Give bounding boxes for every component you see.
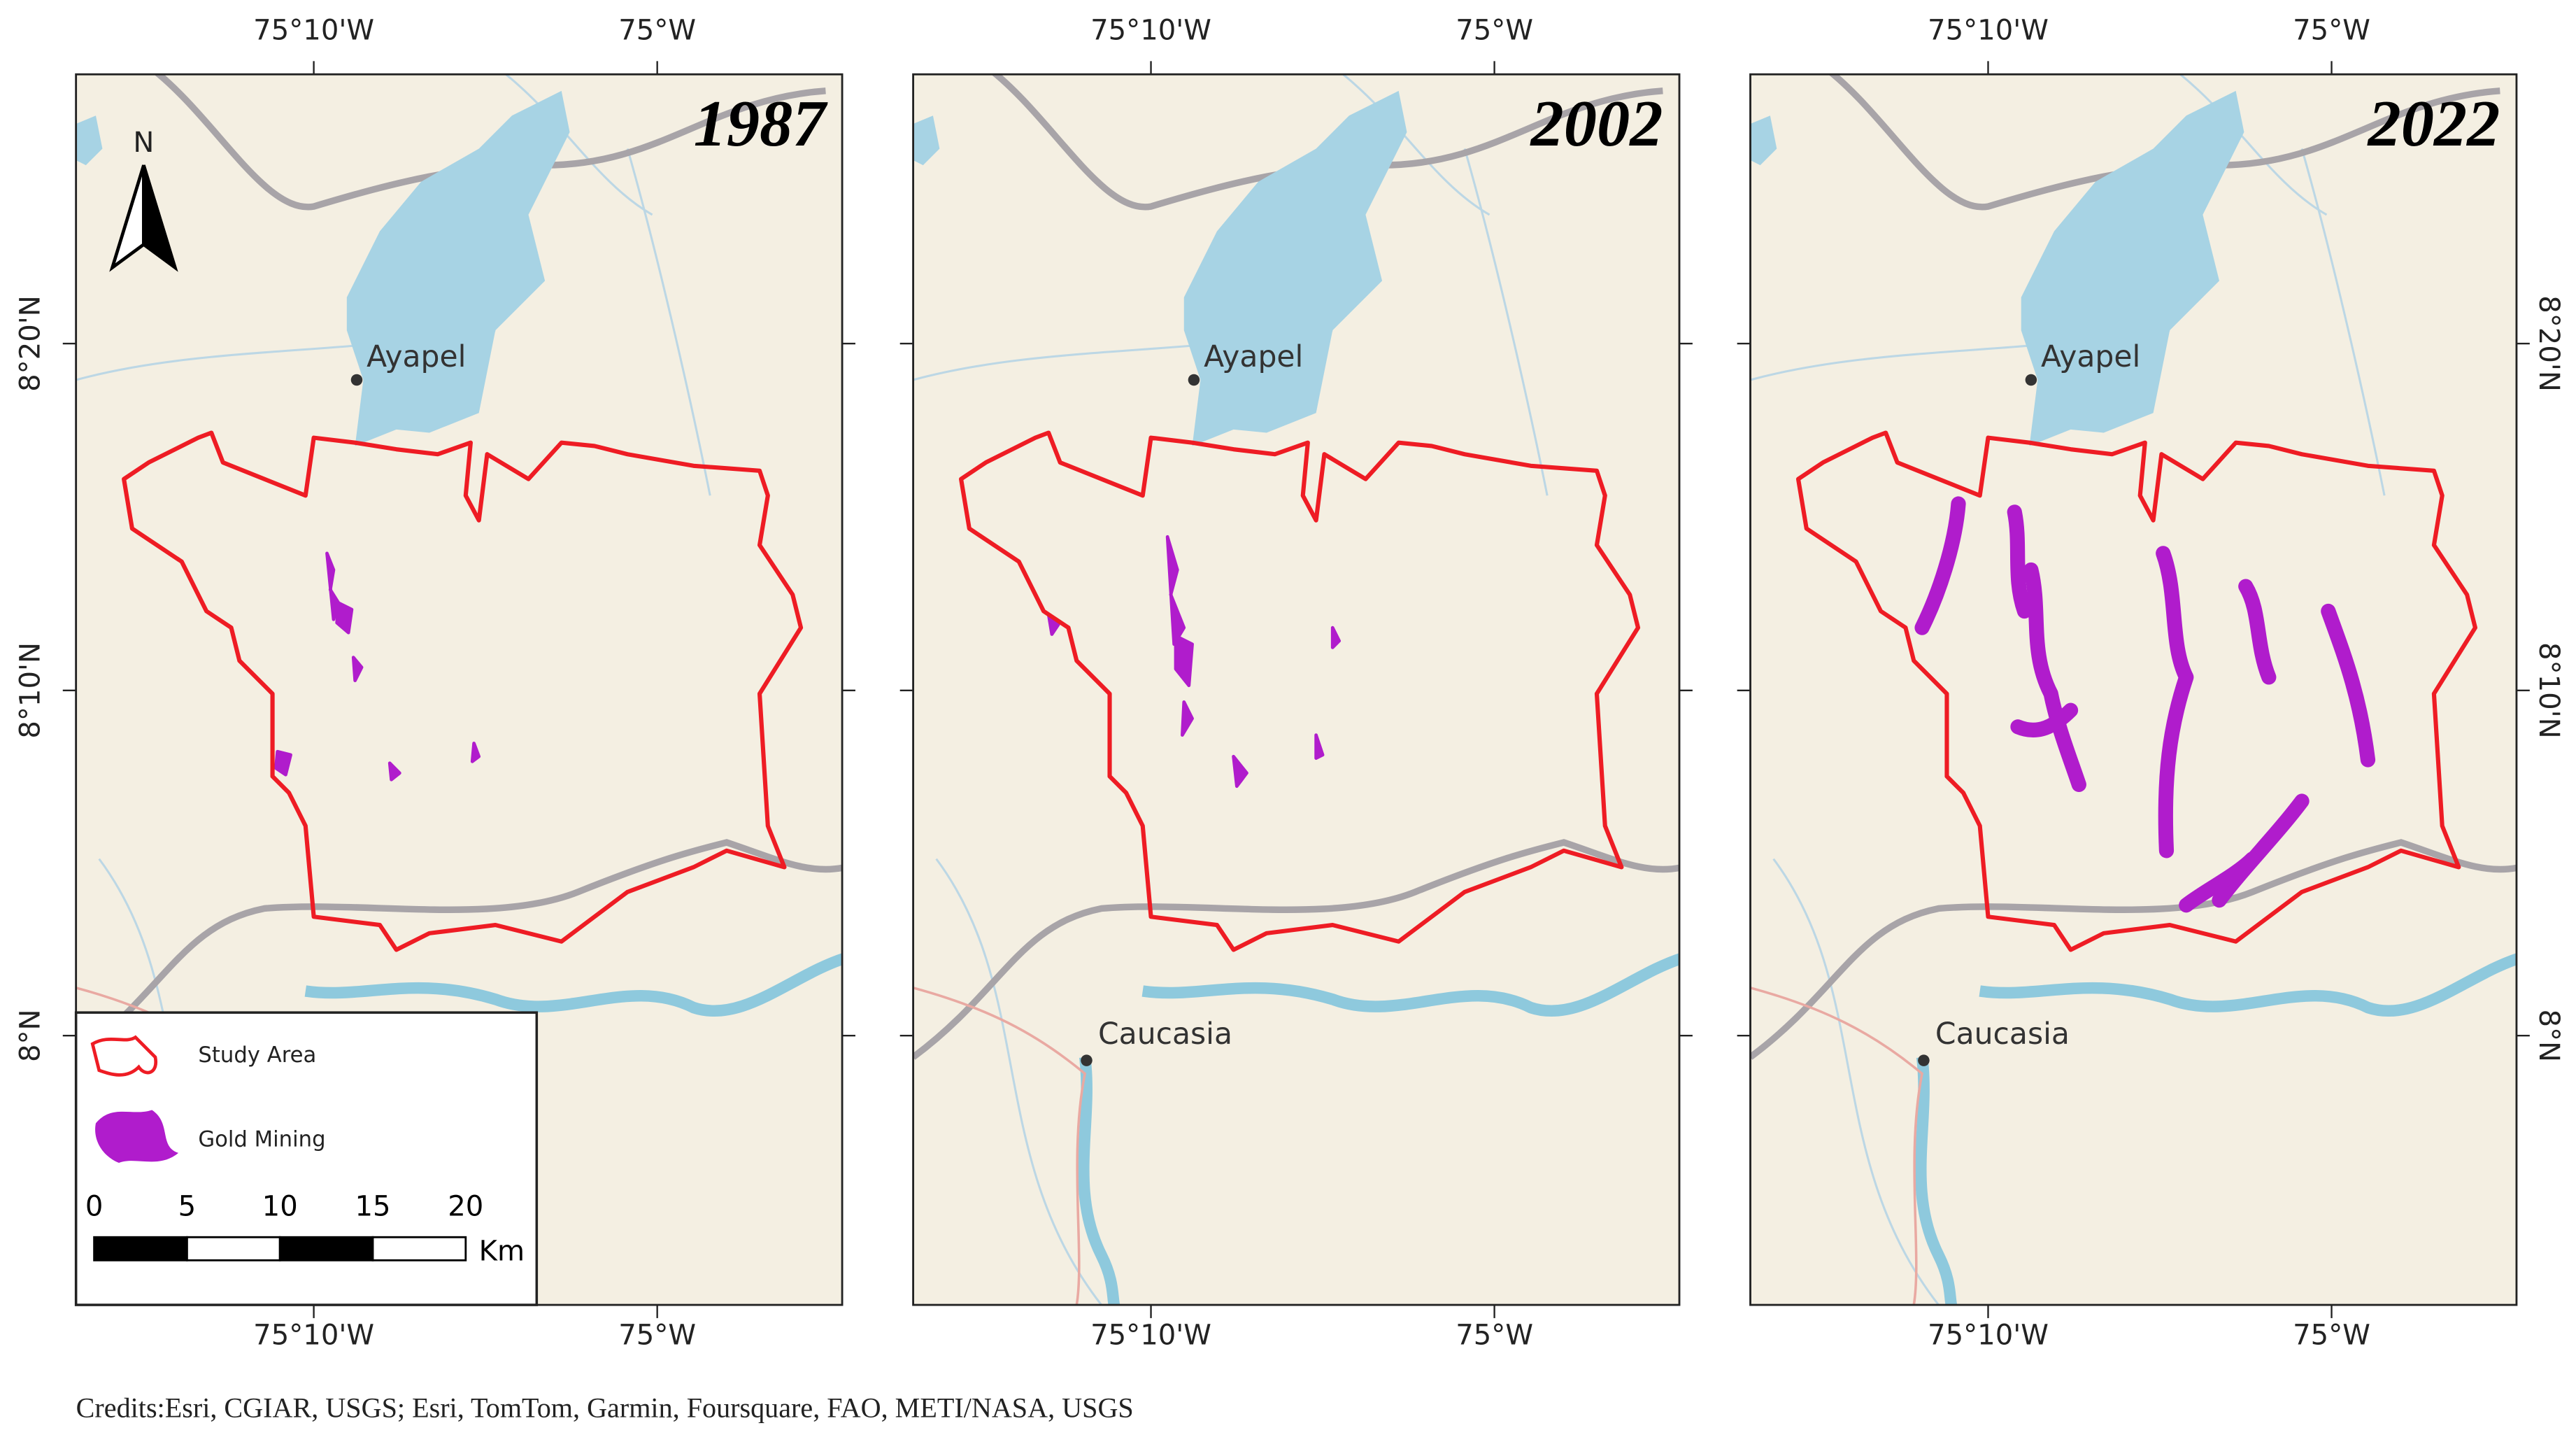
lon-label-top: 75°10'W <box>1928 15 2049 47</box>
place-label: Ayapel <box>367 340 466 374</box>
gold-mining-area <box>1174 634 1194 688</box>
lake <box>346 90 570 446</box>
study-area <box>122 430 804 952</box>
stream <box>913 74 1549 1306</box>
lake <box>1183 90 1407 446</box>
study-area <box>958 430 1641 952</box>
lake <box>2021 90 2244 446</box>
lat-label-right: 8°N <box>2533 1009 2565 1062</box>
scale-tick-label: 15 <box>355 1191 390 1223</box>
gold-mining-area <box>325 551 341 621</box>
north-arrow-right <box>142 164 178 272</box>
lon-label-top: 75°10'W <box>1090 15 1211 47</box>
place-label: Caucasia <box>1935 1017 2070 1052</box>
gold-mining-area <box>1181 700 1194 737</box>
gold-mining-area <box>2010 702 2079 737</box>
gold-mining-area <box>470 742 481 763</box>
lon-label-bottom: 75°W <box>1456 1320 1533 1352</box>
gold-mining-area <box>2007 504 2033 619</box>
gold-mining-area <box>2023 562 2086 793</box>
panel-content <box>913 74 1680 1306</box>
lat-label-right: 8°20'N <box>2533 295 2565 392</box>
gold-mining-area <box>2156 546 2194 858</box>
map-panel: Ayapel Caucasia 2002 75°10'W 75°10'W 75°W 75°W <box>899 15 1693 1352</box>
river <box>1078 953 1680 1306</box>
scale-segment <box>371 1236 467 1261</box>
legend-label: Gold Mining <box>198 1127 325 1152</box>
stream <box>76 74 711 1306</box>
lon-label-top: 75°W <box>1456 15 1533 47</box>
gold-mining-area <box>2179 851 2260 913</box>
lon-label-bottom: 75°10'W <box>1928 1320 2049 1352</box>
place-dot <box>350 374 363 386</box>
panel-year: 1987 <box>694 87 829 160</box>
scale-tick-label: 5 <box>178 1191 197 1223</box>
scale-segment <box>186 1236 281 1261</box>
place-dot <box>1188 374 1200 386</box>
gold-mining-area <box>335 601 354 635</box>
place-label: Caucasia <box>1098 1017 1232 1052</box>
place-label: Ayapel <box>1204 340 1303 374</box>
lon-label-bottom: 75°W <box>2293 1320 2370 1352</box>
map-panel: Ayapel Caucasia 2022 75°10'W 75°10'W 75°W 75°W… <box>1737 15 2565 1352</box>
gold-mining-area <box>2238 579 2277 685</box>
panel-content <box>1750 74 2517 1306</box>
scale-unit: Km <box>479 1235 525 1267</box>
scale-tick-label: 20 <box>448 1191 483 1223</box>
road <box>1750 987 1923 1306</box>
gold-mining-area <box>2212 793 2310 908</box>
lon-label-bottom: 75°W <box>618 1320 696 1352</box>
place-label: Ayapel <box>2041 340 2140 374</box>
lon-label-bottom: 75°10'W <box>253 1320 374 1352</box>
study-area <box>1795 430 2478 952</box>
credits: Credits:Esri, CGIAR, USGS; Esri, TomTom,… <box>76 1392 1134 1424</box>
gold-mining-area <box>351 656 364 683</box>
lat-label-left: 8°10'N <box>15 642 47 739</box>
lon-label-top: 75°10'W <box>253 15 374 47</box>
gold-mining-area <box>1914 496 1966 635</box>
place-dot <box>1081 1054 1093 1066</box>
gold-mining-area <box>273 749 292 777</box>
scale-tick-label: 0 <box>85 1191 104 1223</box>
lon-label-top: 75°W <box>618 15 696 47</box>
lat-label-left: 8°N <box>15 1009 47 1062</box>
panel-year: 2002 <box>1530 87 1663 160</box>
scale-tick-label: 10 <box>262 1191 298 1223</box>
lake-small <box>913 115 940 166</box>
scale-segment <box>278 1236 374 1261</box>
stream <box>1750 74 2386 1306</box>
lon-label-top: 75°W <box>2293 15 2370 47</box>
legend-label: Study Area <box>198 1043 316 1068</box>
place-dot <box>2025 374 2037 386</box>
gold-mining-area <box>1330 625 1342 649</box>
lon-label-bottom: 75°10'W <box>1090 1320 1211 1352</box>
lake-small <box>1750 115 1777 166</box>
legend: Study Area Gold Mining 0 5 10 15 20 Km <box>74 1011 539 1306</box>
lake-small <box>76 115 103 166</box>
lat-label-right: 8°10'N <box>2533 642 2565 739</box>
gold-mining-area <box>1165 535 1186 646</box>
gold-mining-area <box>387 761 401 782</box>
gold-mining-area <box>1314 733 1325 760</box>
panel-year: 2022 <box>2367 87 2500 160</box>
road <box>913 987 1087 1306</box>
lat-label-left: 8°20'N <box>15 295 47 392</box>
gold-mining-area <box>2321 603 2376 768</box>
place-dot <box>1918 1054 1930 1066</box>
river <box>1915 953 2517 1306</box>
north-arrow: N <box>109 127 178 272</box>
legend-mining-swatch <box>95 1110 179 1164</box>
legend-study-swatch <box>90 1035 158 1077</box>
scale-segment <box>93 1236 188 1261</box>
gold-mining-area <box>1232 754 1248 789</box>
north-label: N <box>133 127 154 159</box>
